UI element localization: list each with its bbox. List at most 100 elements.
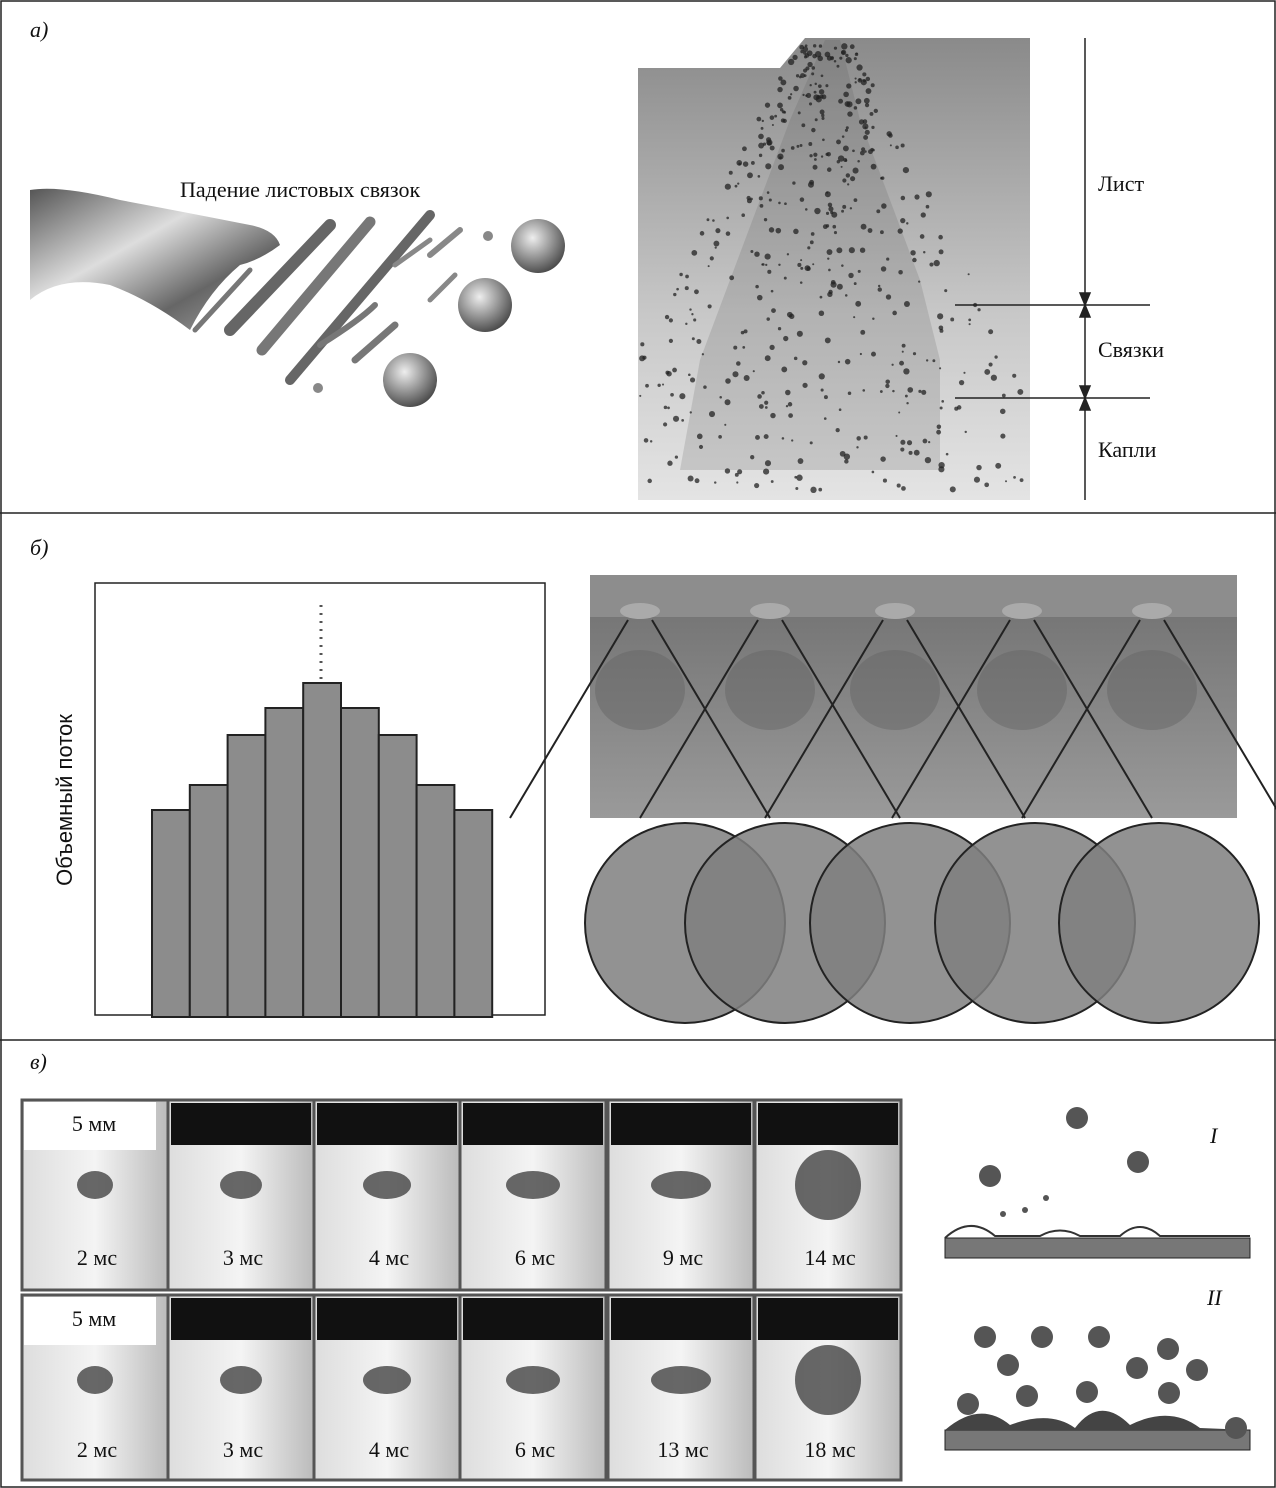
droplet — [845, 54, 848, 57]
droplet — [778, 164, 784, 170]
droplet — [902, 344, 906, 348]
droplet — [769, 227, 774, 232]
spray-core — [725, 650, 815, 730]
droplet — [885, 379, 890, 384]
time-label: 3 мс — [223, 1437, 263, 1462]
droplet — [864, 436, 868, 440]
droplet — [965, 431, 967, 433]
droplet — [843, 92, 849, 98]
droplet — [709, 411, 715, 417]
droplet — [798, 458, 804, 464]
droplet — [807, 246, 810, 249]
droplet — [840, 451, 846, 457]
droplet — [846, 57, 852, 63]
droplet — [846, 83, 851, 88]
droplet — [906, 402, 908, 404]
regime-label: I — [1209, 1123, 1219, 1148]
droplet — [863, 135, 868, 140]
droplet — [939, 326, 944, 331]
time-label: 2 мс — [77, 1245, 117, 1270]
droplet — [950, 318, 954, 322]
droplet — [899, 361, 904, 366]
droplet — [861, 224, 867, 230]
droplet — [1017, 389, 1023, 395]
droplet — [802, 94, 804, 96]
droplet — [815, 51, 821, 57]
droplet — [876, 209, 880, 213]
droplet — [679, 393, 685, 399]
droplet — [797, 331, 803, 337]
droplet — [780, 80, 786, 86]
spray-core — [850, 650, 940, 730]
droplet — [821, 94, 826, 99]
droplet — [808, 182, 814, 188]
regime-diagrams — [945, 1107, 1250, 1450]
droplet — [694, 289, 699, 294]
droplet — [693, 318, 696, 321]
droplet — [871, 352, 876, 357]
droplet — [878, 287, 882, 291]
droplet — [957, 405, 961, 409]
droplet — [903, 167, 909, 173]
droplet — [888, 133, 893, 138]
droplet — [838, 361, 840, 363]
droplet — [770, 146, 775, 151]
droplet — [872, 149, 875, 152]
droplet — [844, 459, 848, 463]
droplet — [984, 369, 990, 375]
droplet — [988, 329, 993, 334]
sheet-illustration — [30, 189, 565, 407]
droplet — [834, 47, 837, 50]
droplet — [650, 440, 652, 442]
droplet — [690, 411, 692, 413]
droplet — [764, 434, 769, 439]
droplet — [778, 327, 781, 330]
droplet — [900, 440, 905, 445]
droplet — [685, 275, 689, 279]
droplet — [901, 143, 905, 147]
droplet — [819, 44, 822, 47]
droplet — [766, 317, 769, 320]
droplet — [868, 228, 873, 233]
droplet — [685, 286, 689, 290]
droplet — [725, 184, 731, 190]
droplet — [726, 217, 729, 220]
droplet — [891, 364, 893, 366]
droplet — [778, 202, 781, 205]
nozzle — [1002, 603, 1042, 619]
droplet — [939, 367, 941, 369]
droplet — [872, 471, 875, 474]
droplet — [839, 57, 842, 60]
droplet — [793, 86, 799, 92]
droplet — [857, 160, 860, 163]
droplet — [688, 476, 694, 482]
droplet — [737, 469, 742, 474]
droplet — [784, 202, 787, 205]
droplet — [810, 487, 816, 493]
droplet — [800, 259, 802, 261]
droplet — [685, 323, 687, 325]
droplet — [878, 285, 880, 287]
zone-label: Капли — [1098, 437, 1157, 462]
droplet — [834, 231, 837, 234]
droplet — [825, 153, 828, 156]
droplet — [803, 68, 807, 72]
droplet — [719, 396, 722, 399]
droplet — [845, 159, 848, 162]
droplet — [771, 290, 774, 293]
droplet — [825, 337, 831, 343]
droplet — [810, 240, 814, 244]
droplet — [907, 387, 913, 393]
droplet — [808, 142, 812, 146]
coverage-circle — [1059, 823, 1259, 1023]
droplet — [811, 232, 815, 236]
droplet — [696, 339, 701, 344]
droplet — [763, 469, 769, 475]
scale-label: 5 мм — [72, 1111, 116, 1136]
droplet — [755, 435, 760, 440]
droplet — [900, 218, 905, 223]
droplet — [860, 353, 862, 355]
droplet — [959, 380, 964, 385]
droplet — [944, 289, 947, 292]
droplet — [856, 64, 862, 70]
